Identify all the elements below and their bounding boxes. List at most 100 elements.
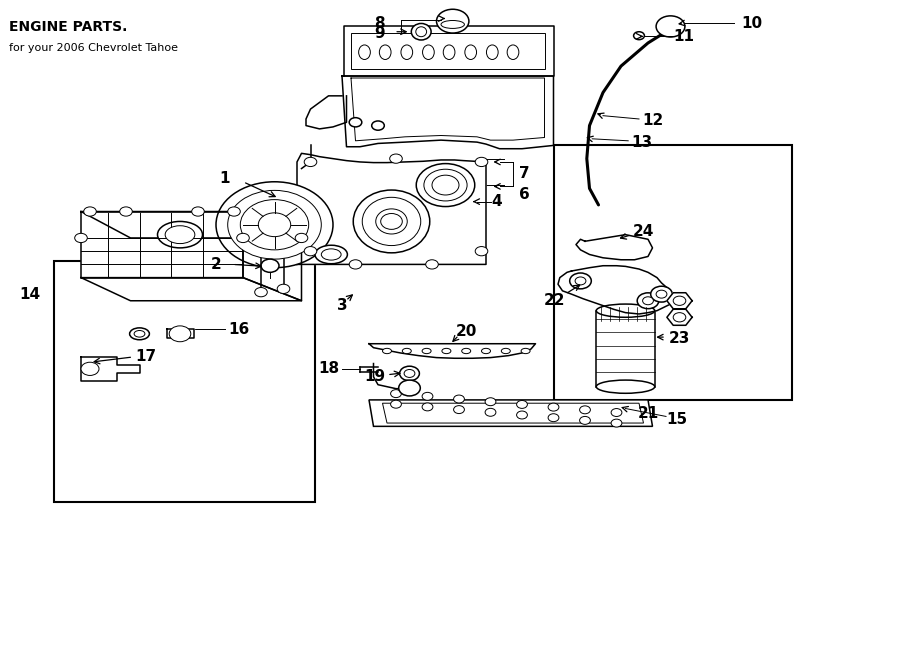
Polygon shape	[369, 344, 536, 358]
Ellipse shape	[416, 164, 475, 207]
Circle shape	[651, 286, 672, 302]
Polygon shape	[558, 266, 670, 314]
Text: 24: 24	[633, 224, 654, 239]
Ellipse shape	[315, 245, 347, 264]
Circle shape	[169, 326, 191, 342]
Circle shape	[399, 380, 420, 396]
Circle shape	[656, 290, 667, 298]
Circle shape	[75, 233, 87, 243]
Text: 15: 15	[666, 412, 688, 427]
Circle shape	[517, 401, 527, 408]
Ellipse shape	[404, 369, 415, 377]
Ellipse shape	[462, 348, 471, 354]
Ellipse shape	[353, 190, 430, 253]
Ellipse shape	[411, 23, 431, 40]
Bar	[351, 33, 544, 69]
Ellipse shape	[158, 221, 202, 248]
Circle shape	[426, 260, 438, 269]
Text: 8: 8	[374, 17, 385, 31]
Circle shape	[548, 403, 559, 411]
Ellipse shape	[465, 45, 477, 59]
Circle shape	[277, 284, 290, 293]
Circle shape	[255, 288, 267, 297]
Circle shape	[634, 32, 644, 40]
Text: 23: 23	[669, 331, 690, 346]
Circle shape	[611, 419, 622, 427]
Circle shape	[349, 118, 362, 127]
Text: 2: 2	[211, 257, 221, 272]
Ellipse shape	[401, 45, 413, 59]
Circle shape	[381, 214, 402, 229]
Polygon shape	[81, 357, 140, 381]
Circle shape	[575, 277, 586, 285]
Text: 12: 12	[642, 113, 663, 128]
Text: 7: 7	[519, 167, 530, 181]
Circle shape	[240, 200, 309, 250]
Circle shape	[485, 408, 496, 416]
Ellipse shape	[424, 169, 467, 201]
Text: 10: 10	[741, 16, 762, 30]
Circle shape	[454, 406, 464, 414]
Circle shape	[432, 175, 459, 195]
Circle shape	[120, 207, 132, 216]
Text: 1: 1	[220, 171, 230, 186]
Bar	[554, 145, 792, 400]
Ellipse shape	[442, 348, 451, 354]
Circle shape	[673, 296, 686, 305]
Circle shape	[422, 393, 433, 401]
Circle shape	[548, 414, 559, 422]
Ellipse shape	[376, 209, 407, 234]
Circle shape	[611, 408, 622, 416]
Circle shape	[84, 207, 96, 216]
Text: 18: 18	[318, 362, 339, 376]
Circle shape	[391, 389, 401, 397]
Polygon shape	[667, 293, 692, 309]
Text: 16: 16	[228, 322, 249, 336]
Text: 22: 22	[544, 293, 565, 308]
Circle shape	[349, 260, 362, 269]
Polygon shape	[576, 235, 652, 260]
Circle shape	[258, 213, 291, 237]
Polygon shape	[81, 212, 302, 238]
Circle shape	[436, 9, 469, 33]
Circle shape	[673, 313, 686, 322]
Text: 3: 3	[337, 298, 347, 313]
Ellipse shape	[130, 328, 149, 340]
Ellipse shape	[482, 348, 490, 354]
Text: 20: 20	[455, 325, 477, 339]
Ellipse shape	[486, 45, 499, 59]
Ellipse shape	[596, 380, 655, 393]
Circle shape	[228, 190, 321, 259]
Circle shape	[304, 157, 317, 167]
Ellipse shape	[362, 197, 421, 246]
Circle shape	[570, 273, 591, 289]
Circle shape	[475, 247, 488, 256]
Circle shape	[580, 416, 590, 424]
Polygon shape	[344, 26, 554, 76]
Bar	[596, 311, 655, 387]
Text: 9: 9	[374, 26, 385, 40]
Text: for your 2006 Chevrolet Tahoe: for your 2006 Chevrolet Tahoe	[9, 43, 178, 53]
Circle shape	[422, 403, 433, 411]
Circle shape	[228, 207, 240, 216]
Polygon shape	[369, 400, 652, 426]
Circle shape	[391, 400, 401, 408]
Circle shape	[517, 411, 527, 419]
Text: 19: 19	[364, 369, 385, 384]
Ellipse shape	[166, 225, 194, 244]
Ellipse shape	[380, 45, 391, 59]
Polygon shape	[297, 153, 486, 264]
Polygon shape	[81, 212, 243, 278]
Ellipse shape	[423, 45, 434, 59]
Ellipse shape	[596, 304, 655, 317]
Ellipse shape	[508, 45, 518, 59]
Text: 6: 6	[519, 188, 530, 202]
Polygon shape	[81, 278, 302, 301]
Circle shape	[580, 406, 590, 414]
Ellipse shape	[441, 20, 464, 28]
Ellipse shape	[382, 348, 392, 354]
Text: 17: 17	[135, 350, 157, 364]
Circle shape	[637, 293, 659, 309]
Ellipse shape	[134, 330, 145, 337]
Circle shape	[485, 398, 496, 406]
